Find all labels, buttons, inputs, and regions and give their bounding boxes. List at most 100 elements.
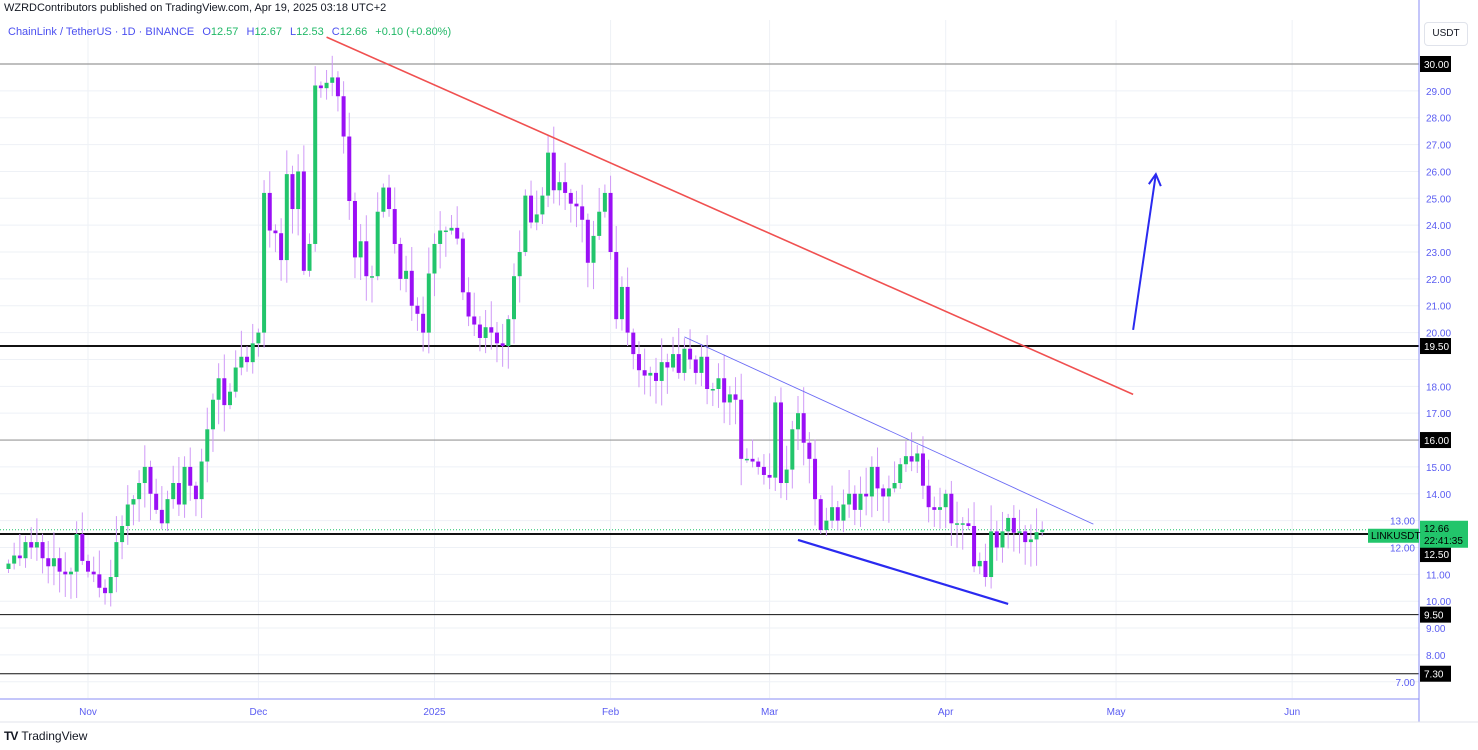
arrow-up-icon bbox=[1148, 172, 1162, 187]
candle-up bbox=[506, 319, 511, 347]
candle-down bbox=[63, 571, 68, 575]
candle-down bbox=[966, 523, 971, 526]
candle-down bbox=[983, 560, 988, 578]
price-tick: 21.00 bbox=[1426, 302, 1451, 313]
candle-up bbox=[602, 192, 607, 212]
candle-up bbox=[438, 230, 443, 244]
footer-brand: ΤV TradingView bbox=[4, 729, 87, 743]
candle-up bbox=[108, 577, 113, 594]
candle-down bbox=[881, 488, 886, 497]
trendline-channel-lower bbox=[797, 538, 1009, 605]
candle-up bbox=[6, 563, 11, 569]
candle-up bbox=[591, 235, 596, 263]
brand-name: TradingView bbox=[21, 729, 88, 743]
candle-up bbox=[233, 367, 238, 392]
candle-up bbox=[716, 378, 721, 390]
open-number: 12.57 bbox=[210, 26, 239, 38]
price-tick: 23.00 bbox=[1426, 248, 1451, 259]
candle-up bbox=[358, 241, 363, 258]
price-tick: 28.00 bbox=[1426, 114, 1451, 125]
candle-up bbox=[120, 525, 125, 543]
candle-up bbox=[137, 483, 142, 500]
high-value: H12.67 bbox=[246, 26, 281, 38]
change-value: +0.10 (+0.80%) bbox=[375, 26, 452, 38]
candle-up bbox=[307, 243, 312, 271]
price-tick: 18.00 bbox=[1426, 382, 1451, 393]
candle-down bbox=[279, 233, 284, 261]
candle-up bbox=[165, 499, 170, 524]
candle-up bbox=[886, 488, 891, 497]
candle-up bbox=[796, 413, 800, 430]
currency-button[interactable]: USDT bbox=[1424, 22, 1468, 46]
candle-down bbox=[154, 493, 159, 510]
candle-down bbox=[1023, 531, 1028, 543]
candle-down bbox=[722, 378, 727, 403]
level-label: 7.30 bbox=[1424, 670, 1444, 681]
price-tick: 20.00 bbox=[1426, 329, 1451, 340]
open-label: O bbox=[202, 26, 211, 38]
candle-up bbox=[915, 453, 920, 462]
level-label-bg bbox=[1420, 56, 1451, 72]
candle-down bbox=[245, 356, 250, 363]
candle-up bbox=[1040, 529, 1045, 533]
candle-down bbox=[631, 332, 636, 355]
candle-down bbox=[301, 171, 306, 271]
candle-up bbox=[989, 531, 994, 578]
price-tick: 27.00 bbox=[1426, 141, 1451, 152]
trendline-descending-resistance bbox=[326, 36, 1134, 396]
candle-up bbox=[869, 466, 874, 497]
candle-up bbox=[557, 182, 562, 191]
price-tick: 9.00 bbox=[1426, 624, 1446, 635]
low-number: 12.53 bbox=[296, 26, 324, 38]
candle-down bbox=[176, 483, 181, 505]
candle-up bbox=[1017, 531, 1022, 533]
symbol-label-bg bbox=[1368, 528, 1419, 543]
candle-down bbox=[17, 555, 22, 559]
candle-down bbox=[813, 458, 818, 500]
symbol-title[interactable]: ChainLink / TetherUS · 1D · BINANCE bbox=[8, 26, 195, 38]
candle-down bbox=[290, 174, 295, 210]
candle-down bbox=[29, 542, 34, 548]
candle-down bbox=[398, 243, 403, 279]
candle-up bbox=[449, 227, 454, 231]
candle-down bbox=[614, 252, 619, 320]
candle-up bbox=[699, 356, 704, 373]
candle-up bbox=[284, 174, 289, 261]
candle-down bbox=[341, 96, 346, 137]
level-label-bg bbox=[1420, 606, 1451, 623]
candle-up bbox=[210, 399, 215, 430]
candle-down bbox=[642, 370, 647, 376]
candle-down bbox=[387, 187, 392, 210]
candle-down bbox=[86, 560, 90, 572]
candle-up bbox=[443, 230, 448, 233]
candle-down bbox=[103, 587, 108, 594]
trendline-channel-upper bbox=[684, 336, 1094, 525]
candle-down bbox=[733, 394, 738, 400]
candle-down bbox=[460, 238, 465, 293]
candle-up bbox=[977, 560, 982, 567]
candle-down bbox=[778, 402, 783, 484]
candle-up bbox=[830, 507, 835, 521]
candle-down bbox=[926, 485, 931, 508]
close-label: C bbox=[331, 26, 340, 38]
candle-up bbox=[710, 389, 715, 391]
candle-up bbox=[228, 391, 232, 406]
candle-up bbox=[727, 394, 732, 403]
candle-up bbox=[943, 493, 948, 508]
price-tick: 17.00 bbox=[1426, 409, 1451, 420]
time-tick: Apr bbox=[938, 707, 954, 718]
candle-up bbox=[250, 343, 255, 363]
candle-down bbox=[994, 531, 999, 548]
level-label-bg bbox=[1420, 546, 1451, 563]
candle-up bbox=[370, 276, 374, 278]
candle-up bbox=[659, 362, 664, 381]
candle-up bbox=[51, 558, 56, 567]
candle-up bbox=[960, 523, 965, 525]
candle-down bbox=[920, 453, 925, 486]
candle-up bbox=[523, 195, 528, 253]
time-tick: May bbox=[1107, 707, 1126, 718]
tradingview-logo-icon: ΤV bbox=[4, 729, 18, 743]
time-tick: Mar bbox=[761, 707, 779, 718]
candle-down bbox=[654, 372, 658, 381]
